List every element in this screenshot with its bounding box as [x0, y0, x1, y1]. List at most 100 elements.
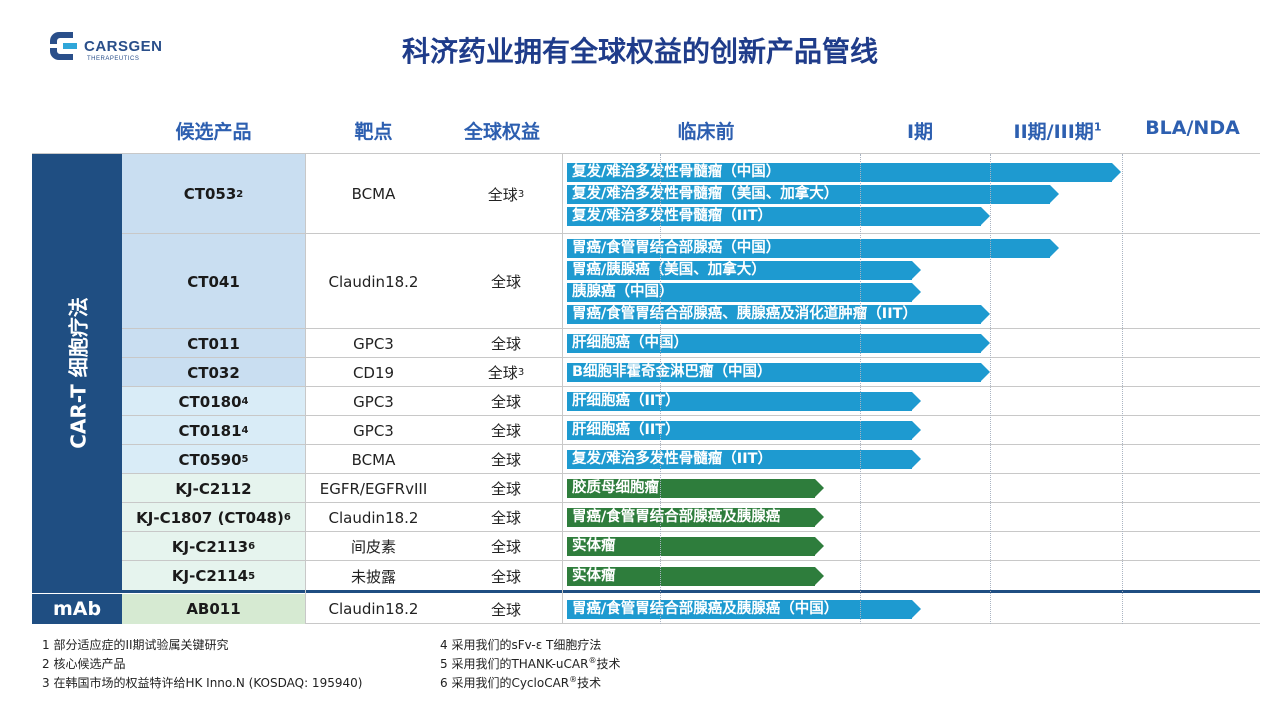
- row-divider: [122, 560, 1260, 561]
- category-cart: CAR-T 细胞疗法: [32, 154, 122, 591]
- table-row: CT0181 4 GPC3 全球: [122, 416, 1260, 445]
- progress-bar: 肝细胞癌（IIT）: [567, 421, 921, 440]
- carsgen-logo-icon: [50, 32, 77, 60]
- target-cell: Claudin18.2: [328, 600, 419, 618]
- candidate-name: CT0180 4: [122, 387, 305, 416]
- rights-label: 全球: [490, 509, 521, 527]
- row-divider: [122, 531, 1260, 532]
- phase23-footnote-mark: 1: [1093, 120, 1102, 134]
- candidate-label: CT0181: [178, 421, 242, 440]
- candidate-label: CT0590: [178, 450, 242, 469]
- column-header-rights: 全球权益: [463, 121, 540, 143]
- column-header-bla: BLA/NDA: [1145, 117, 1240, 139]
- table-row: CT053 2 BCMA 全球 3: [122, 154, 1260, 234]
- rights-cell: 全球: [442, 474, 570, 503]
- category-cart-label: CAR-T 细胞疗法: [66, 296, 91, 449]
- progress-bar: 肝细胞癌（IIT）: [567, 392, 921, 411]
- rights-label: 全球: [490, 273, 521, 291]
- candidate-name: CT041: [122, 234, 305, 329]
- target-cell: BCMA: [351, 450, 396, 469]
- progress-bar: 胃癌/食管胃结合部腺癌、胰腺癌及消化道肿瘤（IIT）: [567, 305, 990, 324]
- column-header-target: 靶点: [354, 121, 393, 143]
- candidate-name: KJ-C1807 (CT048) 6: [122, 503, 305, 532]
- candidate-footnote-mark: 4: [241, 425, 249, 436]
- rights-cell: 全球: [442, 561, 570, 591]
- candidate-label: KJ-C2112: [175, 479, 252, 498]
- target-cell: GPC3: [353, 392, 394, 411]
- table-top-border: [32, 153, 1260, 154]
- row-divider: [122, 386, 1260, 387]
- rights-footnote-mark: 3: [517, 188, 525, 200]
- rights-cell: 全球: [442, 445, 570, 474]
- table-row: CT032 CD19 全球 3: [122, 358, 1260, 387]
- footnote-6: 6 采用我们的CycloCAR®技术: [440, 674, 601, 691]
- rights-label: 全球: [490, 480, 521, 498]
- progress-bar: 复发/难治多发性骨髓瘤（美国、加拿大）: [567, 184, 1059, 204]
- candidate-label: AB011: [186, 600, 241, 618]
- rights-footnote-mark: 3: [517, 367, 525, 378]
- table-row: KJ-C2114 5 未披露 全球: [122, 561, 1260, 591]
- phase-divider: [860, 154, 861, 624]
- candidate-name: CT053 2: [122, 154, 305, 234]
- rights-cell: 全球: [442, 594, 570, 624]
- progress-bar: 实体瘤: [567, 566, 824, 586]
- candidate-footnote-mark: 4: [241, 396, 249, 407]
- footnote-4-text: 4 采用我们的sFv-ε T细胞疗法: [440, 638, 602, 652]
- table-row: CT041 Claudin18.2 全球: [122, 234, 1260, 329]
- progress-bar: 胃癌/食管胃结合部腺癌及胰腺癌: [567, 508, 824, 527]
- rights-label: 全球: [490, 538, 521, 556]
- column-divider: [562, 154, 563, 624]
- table-row: KJ-C2113 6 间皮素 全球: [122, 532, 1260, 561]
- progress-bar: 胃癌/食管胃结合部腺癌（中国）: [567, 239, 1059, 258]
- candidate-name: CT011: [122, 329, 305, 358]
- progress-bar: 复发/难治多发性骨髓瘤（IIT）: [567, 450, 921, 469]
- rights-cell: 全球: [442, 532, 570, 561]
- footnote-5-text: 5 采用我们的THANK-uCAR: [440, 657, 589, 671]
- candidate-label: KJ-C1807 (CT048): [136, 508, 284, 527]
- rights-label: 全球: [487, 185, 518, 204]
- row-divider: [122, 233, 1260, 234]
- candidate-name: AB011: [122, 594, 305, 624]
- carsgen-logo: CARSGEN THERAPEUTICS: [47, 28, 167, 68]
- table-row: KJ-C1807 (CT048) 6 Claudin18.2 全球: [122, 503, 1260, 532]
- target-cell: Claudin18.2: [328, 508, 419, 527]
- progress-bar: 胶质母细胞瘤: [567, 479, 824, 498]
- rights-label: 全球: [490, 600, 521, 619]
- rights-cell: 全球: [442, 416, 570, 445]
- footnote-5-mark: ®: [588, 656, 597, 665]
- table-row: AB011 Claudin18.2 全球: [122, 594, 1260, 624]
- candidate-label: KJ-C2113: [171, 537, 249, 556]
- progress-bar: B细胞非霍奇金淋巴瘤（中国）: [567, 363, 990, 382]
- candidate-footnote-mark: 6: [248, 541, 256, 552]
- rights-label: 全球: [490, 451, 521, 469]
- rights-cell: 全球: [442, 234, 570, 329]
- progress-bar: 胃癌/食管胃结合部腺癌及胰腺癌（中国）: [567, 599, 921, 619]
- rights-cell: 全球: [442, 503, 570, 532]
- page-title: 科济药业拥有全球权益的创新产品管线: [401, 35, 878, 68]
- rights-label: 全球: [487, 364, 518, 382]
- phase-divider: [1122, 154, 1123, 624]
- target-cell: 间皮素: [350, 538, 396, 556]
- candidate-footnote-mark: 5: [248, 570, 256, 582]
- candidate-label: CT053: [183, 185, 237, 203]
- rights-cell: 全球 3: [442, 154, 570, 234]
- footnote-5-tail: 技术: [596, 657, 621, 671]
- progress-bar: 复发/难治多发性骨髓瘤（IIT）: [567, 206, 990, 226]
- phase23-label: II期/III期: [1013, 121, 1094, 143]
- target-cell: GPC3: [353, 421, 394, 440]
- row-divider: [122, 357, 1260, 358]
- candidate-label: CT041: [187, 272, 240, 291]
- column-header-candidate: 候选产品: [175, 121, 252, 143]
- candidate-label: CT0180: [178, 392, 242, 411]
- progress-bar: 实体瘤: [567, 537, 824, 556]
- candidate-label: CT032: [187, 363, 240, 382]
- target-cell: CD19: [352, 363, 395, 382]
- footnote-5: 5 采用我们的THANK-uCAR®技术: [440, 655, 620, 672]
- candidate-name: KJ-C2113 6: [122, 532, 305, 561]
- rights-label: 全球: [490, 393, 521, 411]
- candidate-footnote-mark: 6: [283, 512, 291, 523]
- column-header-phase23: II期/III期1: [995, 117, 1120, 144]
- column-header-preclinical: 临床前: [677, 121, 735, 143]
- footnote-6-text: 6 采用我们的CycloCAR: [440, 676, 570, 690]
- column-header-phase1: I期: [906, 121, 934, 143]
